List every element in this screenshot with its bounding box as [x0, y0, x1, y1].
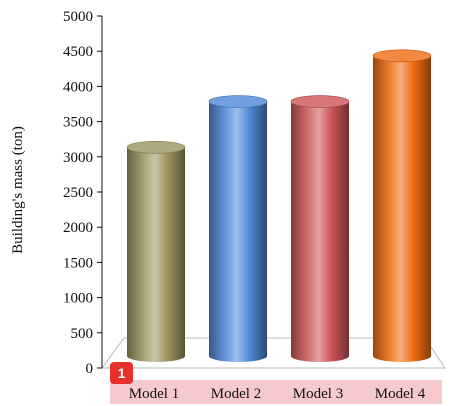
bar-body — [291, 101, 349, 362]
x-tick-label: Model 2 — [211, 386, 261, 402]
bar-top — [126, 141, 186, 154]
category-highlight — [110, 380, 442, 404]
y-tick-label: 5000 — [63, 9, 93, 25]
x-tick-label: Model 1 — [129, 386, 179, 402]
y-axis: 0 500 1000 1500 2000 2500 3000 3500 4000 4500 5000 — [63, 9, 103, 377]
bar-top — [372, 49, 432, 63]
bar-3 — [290, 95, 350, 362]
bar-2 — [208, 95, 268, 362]
y-tick-label: 4500 — [63, 44, 93, 60]
annotation-badge[interactable]: 1 — [110, 362, 133, 384]
bar-1 — [126, 141, 186, 362]
badge-background — [110, 362, 133, 384]
bars — [126, 49, 432, 363]
y-tick-label: 1500 — [63, 255, 93, 271]
y-tick-label: 2500 — [63, 185, 93, 201]
bar-body — [127, 147, 185, 362]
bar-4 — [372, 49, 432, 363]
bar-body — [373, 55, 431, 363]
x-axis-labels: Model 1 Model 2 Model 3 Model 4 — [129, 386, 426, 402]
x-tick-label: Model 3 — [293, 386, 343, 402]
bar-body — [209, 101, 267, 362]
y-tick-label: 4000 — [63, 79, 93, 95]
y-tick-label: 0 — [86, 361, 94, 377]
badge-label: 1 — [118, 365, 126, 381]
y-tick-label: 3500 — [63, 115, 93, 131]
y-tick-label: 2000 — [63, 220, 93, 236]
y-tick-label: 500 — [71, 326, 94, 342]
bar-top — [208, 95, 268, 108]
x-tick-label: Model 4 — [375, 386, 426, 402]
y-tick-label: 3000 — [63, 150, 93, 166]
y-tick-label: 1000 — [63, 291, 93, 307]
bar-top — [290, 95, 350, 108]
y-axis-title: Building's mass (ton) — [10, 126, 26, 254]
